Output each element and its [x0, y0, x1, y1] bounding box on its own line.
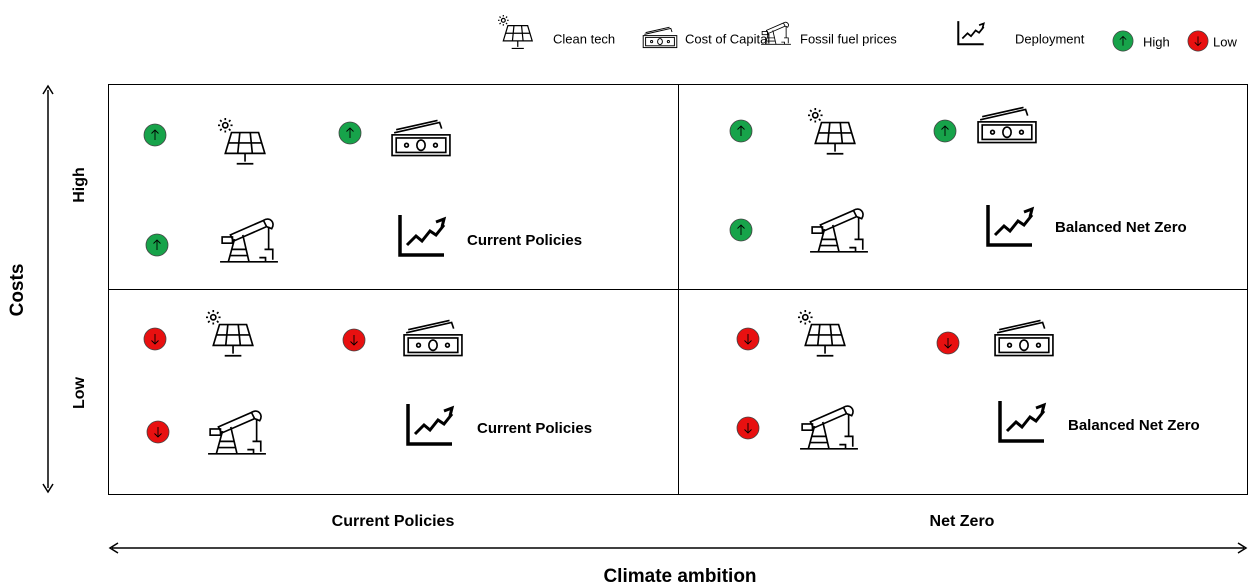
- x-axis: Current Policies Net Zero Climate ambiti…: [108, 513, 1248, 587]
- high-icon: [1112, 30, 1134, 52]
- legend-label: Clean tech: [553, 31, 615, 46]
- x-arrow: [108, 542, 1248, 554]
- y-axis: Costs High Low: [7, 84, 88, 494]
- money-icon: [994, 319, 1054, 357]
- clean-tech-icon: [206, 310, 254, 357]
- pump-icon: [207, 410, 267, 455]
- level-indicator: [729, 119, 753, 143]
- pump-icon: [809, 208, 869, 253]
- legend-label: High: [1143, 34, 1170, 49]
- chart-icon: [406, 402, 454, 446]
- money-icon: [403, 319, 463, 357]
- level-indicator: [736, 327, 760, 351]
- legend-label: Deployment: [1015, 31, 1085, 46]
- level-indicator: [936, 331, 960, 355]
- level-indicator: [729, 218, 753, 242]
- legend-label: Fossil fuel prices: [800, 31, 897, 46]
- level-indicator: [933, 119, 957, 143]
- clean-tech-icon: [808, 108, 856, 155]
- pump-icon: [219, 218, 279, 263]
- level-indicator: [145, 233, 169, 257]
- chart-icon: [986, 203, 1034, 247]
- y-arrow: [42, 84, 54, 494]
- x-axis-label: Current Policies: [332, 513, 455, 530]
- scenario-label: Balanced Net Zero: [1068, 417, 1200, 434]
- level-indicator: [146, 420, 170, 444]
- y-axis-title: Costs: [7, 264, 28, 317]
- money-icon: [391, 119, 451, 157]
- money-icon: [977, 106, 1037, 144]
- legend-label: Low: [1213, 34, 1237, 49]
- x-axis-title: Climate ambition: [603, 566, 756, 587]
- chart-icon: [998, 399, 1046, 443]
- legend-label: Cost of Capital: [685, 31, 770, 46]
- chart-icon: [957, 20, 985, 46]
- grid: [108, 84, 1248, 495]
- level-indicator: [143, 327, 167, 351]
- clean-tech-icon: [218, 118, 266, 165]
- money-icon: [642, 26, 678, 49]
- level-indicator: [736, 416, 760, 440]
- pump-icon: [799, 405, 859, 450]
- clean-tech-icon: [498, 14, 533, 50]
- clean-tech-icon: [798, 310, 846, 357]
- scenario-label: Current Policies: [477, 420, 592, 437]
- y-axis-label: Low: [71, 376, 88, 409]
- legend: Clean tech Cost of Capital Fossil fuel p…: [498, 14, 1237, 52]
- x-axis-label: Net Zero: [930, 513, 995, 530]
- chart-icon: [398, 213, 446, 257]
- low-icon: [1187, 30, 1209, 52]
- scenario-label: Current Policies: [467, 232, 582, 249]
- quadrants: Current Policies Balanced Net Zero Current…: [143, 106, 1200, 455]
- scenario-label: Balanced Net Zero: [1055, 219, 1187, 236]
- level-indicator: [338, 121, 362, 145]
- level-indicator: [143, 123, 167, 147]
- y-axis-label: High: [71, 167, 88, 203]
- level-indicator: [342, 328, 366, 352]
